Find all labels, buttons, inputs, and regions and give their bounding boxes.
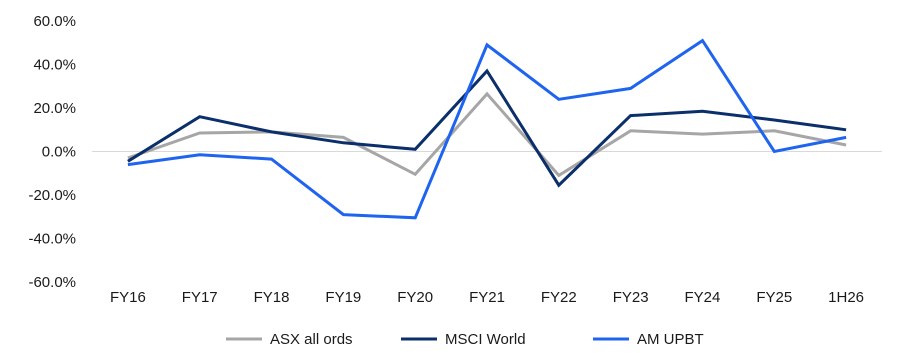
y-tick-label: -20.0% <box>28 187 76 204</box>
x-tick-label: FY19 <box>325 289 361 306</box>
legend-item: AM UPBT <box>593 331 704 348</box>
x-tick-label: 1H26 <box>828 289 864 306</box>
x-axis: FY16 FY17 FY18 FY19 FY20 FY21 FY22 FY23 FY24 FY25… <box>110 289 864 306</box>
legend: ASX all ords MSCI World AM UPBT <box>226 331 704 348</box>
x-tick-label: FY18 <box>254 289 290 306</box>
legend-item: ASX all ords <box>226 331 353 348</box>
series-lines <box>127 38 847 220</box>
legend-label: MSCI World <box>445 331 526 348</box>
x-tick-label: FY17 <box>182 289 218 306</box>
y-tick-label: -60.0% <box>28 274 76 291</box>
series-line-asx-all-ords <box>127 91 847 178</box>
y-axis: 60.0% 40.0% 20.0% 0.0% -20.0% -40.0% -60.0% <box>28 13 76 291</box>
x-tick-label: FY22 <box>541 289 577 306</box>
series-line-am-upbt <box>127 38 847 220</box>
x-tick-label: FY20 <box>397 289 433 306</box>
x-tick-label: FY24 <box>685 289 721 306</box>
x-tick-label: FY23 <box>613 289 649 306</box>
series-line-msci-world <box>127 68 847 188</box>
x-tick-label: FY21 <box>469 289 505 306</box>
legend-label: AM UPBT <box>637 331 704 348</box>
y-tick-label: 40.0% <box>33 57 76 74</box>
legend-item: MSCI World <box>401 331 526 348</box>
x-tick-label: FY16 <box>110 289 146 306</box>
y-tick-label: -40.0% <box>28 231 76 248</box>
x-tick-label: FY25 <box>756 289 792 306</box>
legend-label: ASX all ords <box>270 331 353 348</box>
y-tick-label: 20.0% <box>33 100 76 117</box>
y-tick-label: 60.0% <box>33 13 76 30</box>
y-tick-label: 0.0% <box>42 144 76 161</box>
